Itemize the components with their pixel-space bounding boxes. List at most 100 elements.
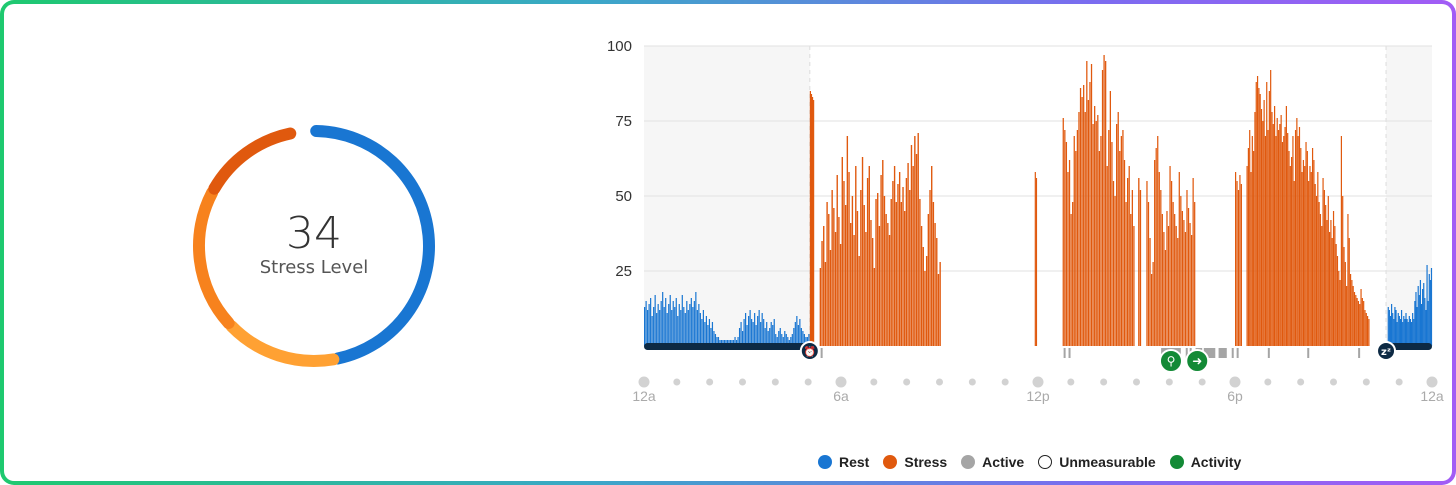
rest-bar: [678, 304, 680, 346]
stress-bar: [934, 223, 936, 346]
rest-bar: [784, 331, 786, 346]
stress-bar: [1275, 136, 1277, 346]
stress-bar: [1338, 271, 1340, 346]
stress-bar: [870, 220, 872, 346]
stress-bar: [1178, 172, 1180, 346]
rest-bar: [761, 313, 763, 346]
rest-bar: [1394, 307, 1396, 346]
stress-bar: [838, 217, 840, 346]
rest-bar: [1419, 280, 1422, 346]
stress-bar: [892, 181, 894, 346]
stress-bar: [1146, 181, 1148, 346]
stress-bar: [1090, 64, 1093, 346]
stress-bar: [858, 256, 860, 346]
legend-label-rest: Rest: [839, 454, 870, 470]
stress-bar: [1089, 82, 1091, 346]
stress-bar: [1128, 166, 1130, 346]
rest-bar: [781, 334, 783, 346]
stress-bar: [1313, 160, 1315, 346]
stress-bar: [936, 238, 938, 346]
legend-label-unmeasurable: Unmeasurable: [1059, 454, 1156, 470]
x-tick-label: 12p: [1026, 388, 1050, 404]
stress-bar: [823, 226, 825, 346]
stress-bar: [848, 172, 850, 346]
stress-bar: [1255, 82, 1257, 346]
stress-bar: [1150, 274, 1153, 346]
rest-bar: [653, 307, 655, 346]
rest-bar: [659, 310, 661, 346]
stress-bar: [883, 196, 886, 346]
rest-bar: [644, 307, 646, 346]
rest-bar: [775, 334, 777, 346]
x-axis-minor-dot: [1198, 378, 1206, 386]
active-mark: [1307, 348, 1310, 358]
stress-bar: [1272, 124, 1274, 346]
rest-bar: [1410, 322, 1413, 346]
stress-bar: [1236, 181, 1238, 346]
rest-bar: [1402, 322, 1404, 346]
stress-bar: [1297, 136, 1299, 346]
legend-item-active: Active: [961, 454, 1024, 470]
rest-bar: [707, 325, 709, 346]
stress-bar: [1271, 112, 1273, 346]
stress-bar: [924, 271, 926, 346]
stress-bar: [1079, 88, 1082, 346]
rest-bar: [1420, 304, 1423, 346]
legend-label-active: Active: [982, 454, 1025, 470]
stress-bar: [1106, 166, 1108, 346]
rest-bar: [754, 313, 756, 346]
stress-bar: [1097, 115, 1099, 346]
donut-segment-rest: [310, 125, 435, 365]
stress-bar: [1339, 280, 1341, 346]
legend-label-activity: Activity: [1190, 454, 1242, 470]
rest-bar: [1414, 301, 1416, 346]
stress-bar: [909, 190, 911, 346]
rest-bar: [701, 319, 703, 346]
x-axis-minor-dot: [1297, 378, 1305, 386]
stress-bar: [1086, 61, 1088, 346]
stress-bar: [1166, 211, 1168, 346]
stress-bar: [932, 202, 935, 346]
stress-bar: [1175, 226, 1177, 346]
rest-bar: [1395, 310, 1397, 346]
stress-bar: [907, 163, 909, 346]
stress-bar: [1064, 130, 1066, 346]
stress-bar: [843, 181, 845, 346]
stress-bar: [841, 157, 843, 346]
stress-bar: [1306, 151, 1308, 346]
stress-bar: [1139, 190, 1142, 346]
stress-bar: [1095, 121, 1097, 346]
active-mark: [1068, 348, 1071, 358]
rest-bar: [1400, 310, 1403, 346]
stress-bar: [813, 100, 815, 346]
stress-bar: [1249, 130, 1251, 346]
rest-bar: [793, 328, 795, 346]
rest-bar: [1393, 319, 1395, 346]
walking-activity-icon-glyph: ⚲: [1167, 354, 1176, 368]
stress-bar: [1254, 112, 1256, 346]
rest-bar: [669, 295, 671, 346]
x-tick-label: 12a: [1420, 388, 1444, 404]
stress-bar: [1262, 121, 1264, 346]
stress-bar: [1154, 160, 1156, 346]
x-axis-minor-dot: [903, 378, 911, 386]
stress-bar: [1087, 100, 1090, 346]
stress-bar: [929, 190, 931, 346]
stress-bar: [1273, 106, 1276, 346]
x-axis-minor-dot: [870, 378, 878, 386]
stress-bar: [893, 166, 896, 346]
stress-bar: [1253, 151, 1255, 346]
stress-bar: [1314, 184, 1316, 346]
stress-bar: [1348, 238, 1350, 346]
rest-bar: [696, 310, 698, 346]
stress-bar: [1331, 238, 1333, 346]
stress-bar: [1359, 304, 1361, 346]
rest-bar: [757, 316, 759, 346]
rest-bar: [791, 334, 793, 346]
active-mark: [1203, 348, 1216, 358]
stress-bar: [1296, 118, 1298, 346]
stress-bar: [1240, 184, 1242, 346]
rest-bar: [748, 316, 750, 346]
stress-bar: [1111, 142, 1113, 346]
rest-bar: [663, 307, 665, 346]
